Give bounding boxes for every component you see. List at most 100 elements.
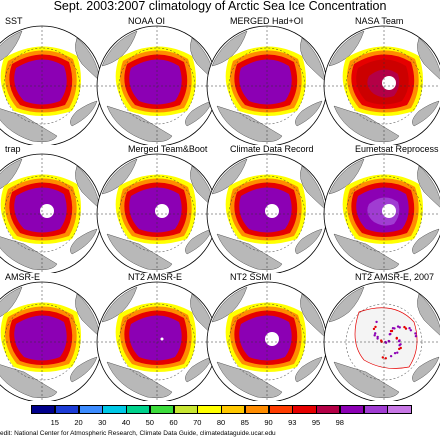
sea-ice-field bbox=[342, 174, 423, 244]
pole-hole bbox=[265, 204, 279, 218]
colorbar-tick-label: 60 bbox=[169, 418, 178, 427]
graticule bbox=[324, 282, 440, 401]
colorbar-swatch bbox=[244, 405, 269, 414]
colorbar-tick-label: 85 bbox=[240, 418, 249, 427]
panel-label: Eumetsat Reprocess bbox=[355, 144, 439, 154]
graticule bbox=[0, 26, 102, 145]
graticule bbox=[207, 282, 327, 401]
colorbar-tick-label: 90 bbox=[264, 418, 273, 427]
map-panel bbox=[95, 270, 220, 401]
panel-label: NT2 SSMI bbox=[230, 272, 272, 282]
land-mass bbox=[211, 30, 326, 143]
credit-text: edit: National Center for Atmospheric Re… bbox=[0, 430, 276, 437]
panel-label: Merged Team&Boot bbox=[128, 144, 208, 154]
panel-label: NT2 AMSR-E bbox=[128, 272, 183, 282]
colorbar-swatch bbox=[54, 405, 79, 414]
colorbar-swatch bbox=[387, 405, 412, 414]
land-mass bbox=[0, 286, 101, 399]
sea-ice-field bbox=[115, 302, 196, 372]
sea-ice-field bbox=[225, 302, 306, 372]
land-mass bbox=[328, 286, 440, 399]
map-panel bbox=[322, 14, 440, 145]
panel-label: NOAA OI bbox=[128, 16, 166, 26]
map-panel bbox=[322, 142, 440, 273]
colorbar-tick-label: 70 bbox=[193, 418, 202, 427]
sea-ice-field bbox=[0, 46, 82, 116]
sea-ice-field bbox=[0, 302, 82, 372]
colorbar-swatch bbox=[149, 405, 174, 414]
colorbar bbox=[31, 405, 412, 416]
colorbar-swatch bbox=[292, 405, 317, 414]
colorbar-swatch bbox=[221, 405, 246, 414]
map-panel bbox=[0, 270, 105, 401]
arctic-map bbox=[96, 153, 218, 273]
sea-ice-field bbox=[225, 46, 306, 116]
land-mass bbox=[101, 286, 216, 399]
arctic-map bbox=[96, 25, 218, 145]
arctic-map bbox=[206, 153, 328, 273]
graticule bbox=[0, 282, 102, 401]
arctic-map bbox=[0, 281, 103, 401]
pole-hole bbox=[265, 332, 279, 346]
colorbar-tick-label: 95 bbox=[311, 418, 321, 427]
map-panel bbox=[205, 270, 330, 401]
graticule bbox=[0, 154, 102, 273]
land-mass bbox=[328, 158, 440, 271]
arctic-map bbox=[323, 25, 440, 145]
land-mass bbox=[328, 30, 440, 143]
colorbar-tick-label: 30 bbox=[98, 418, 107, 427]
colorbar-swatch bbox=[126, 405, 151, 414]
sea-ice-field bbox=[354, 307, 418, 369]
graticule bbox=[97, 26, 217, 145]
panel-label: NT2 AMSR-E, 2007 bbox=[355, 272, 435, 282]
panel-label: SST bbox=[5, 16, 23, 26]
map-panel bbox=[205, 14, 330, 145]
colorbar-swatch bbox=[173, 405, 198, 414]
arctic-map bbox=[206, 281, 328, 401]
colorbar-swatch bbox=[102, 405, 127, 414]
colorbar-swatch bbox=[316, 405, 341, 414]
sea-ice-field bbox=[0, 174, 82, 244]
arctic-map bbox=[206, 25, 328, 145]
land-mass bbox=[0, 30, 101, 143]
graticule bbox=[97, 282, 217, 401]
arctic-map bbox=[323, 281, 440, 401]
sea-ice-field bbox=[115, 46, 196, 116]
pole-hole bbox=[160, 337, 164, 341]
colorbar-swatch bbox=[78, 405, 103, 414]
graticule bbox=[324, 26, 440, 145]
colorbar-tick-label: 40 bbox=[121, 418, 131, 427]
colorbar-tick-label: 93 bbox=[288, 418, 297, 427]
sea-ice-field bbox=[342, 46, 423, 116]
land-mass bbox=[211, 286, 326, 399]
colorbar-swatch bbox=[197, 405, 222, 414]
panel-label: AMSR-E bbox=[5, 272, 41, 282]
sea-ice-field bbox=[225, 174, 306, 244]
colorbar-swatch bbox=[31, 405, 56, 414]
graticule bbox=[207, 154, 327, 273]
panel-label: MERGED Had+OI bbox=[230, 16, 304, 26]
arctic-map bbox=[0, 25, 103, 145]
colorbar-tick-label: 50 bbox=[145, 418, 154, 427]
map-panel bbox=[0, 142, 105, 273]
land-mass bbox=[0, 158, 101, 271]
graticule bbox=[207, 26, 327, 145]
figure-title: Sept. 2003:2007 climatology of Arctic Se… bbox=[53, 0, 387, 13]
panel-label: Climate Data Record bbox=[230, 144, 314, 154]
pole-hole bbox=[382, 204, 396, 218]
graticule bbox=[97, 154, 217, 273]
map-panel bbox=[0, 14, 105, 145]
sea-ice-field bbox=[115, 174, 196, 244]
colorbar-swatch bbox=[363, 405, 388, 414]
pole-hole bbox=[382, 76, 396, 90]
panel-label: trap bbox=[5, 144, 21, 154]
colorbar-swatch bbox=[339, 405, 364, 414]
map-panel bbox=[95, 14, 220, 145]
map-panel bbox=[322, 270, 440, 401]
land-mass bbox=[211, 158, 326, 271]
arctic-map bbox=[96, 281, 218, 401]
colorbar-swatch bbox=[268, 405, 293, 414]
arctic-map bbox=[323, 153, 440, 273]
colorbar-tick-label: 80 bbox=[216, 418, 226, 427]
panel-label: NASA Team bbox=[355, 16, 404, 26]
